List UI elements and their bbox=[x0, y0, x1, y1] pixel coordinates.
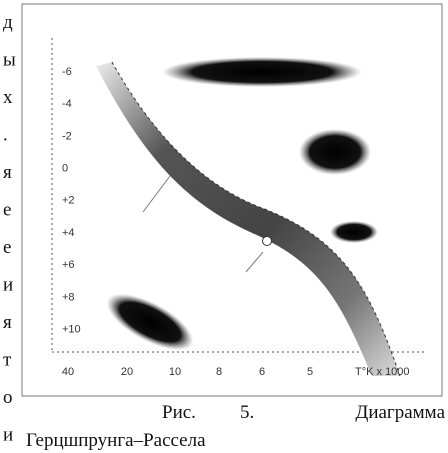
x-tick-label: 6 bbox=[259, 366, 265, 378]
x-tick-label: 10 bbox=[169, 366, 181, 378]
caption-word: 5. bbox=[240, 402, 254, 423]
sun-marker bbox=[263, 237, 272, 246]
x-tick-label: 40 bbox=[62, 366, 74, 378]
caption-line: Герцшпрунга–Рассела bbox=[26, 430, 206, 451]
caption-word: Рис. bbox=[162, 402, 196, 423]
side-text: х bbox=[3, 87, 13, 108]
side-text: д bbox=[3, 12, 13, 33]
side-text: о bbox=[3, 387, 13, 408]
x-tick-label: 20 bbox=[121, 366, 133, 378]
side-text: и bbox=[3, 425, 13, 446]
page: дых.яееиятои-6-4-20+2+4+6+8+10402010865T… bbox=[0, 0, 448, 453]
small-region bbox=[330, 221, 378, 243]
side-text: е bbox=[3, 200, 11, 221]
side-text: т bbox=[3, 350, 12, 371]
y-tick-label: +10 bbox=[62, 324, 81, 336]
side-text: ы bbox=[3, 50, 16, 71]
y-tick-label: +6 bbox=[62, 259, 75, 271]
subgiants-region bbox=[299, 129, 371, 175]
y-tick-label: +2 bbox=[62, 195, 75, 207]
side-text: . bbox=[3, 125, 8, 146]
side-text: я bbox=[3, 162, 12, 183]
y-tick-label: +8 bbox=[62, 291, 75, 303]
caption-word: Диаграмма bbox=[355, 402, 445, 423]
y-tick-label: 0 bbox=[62, 163, 68, 175]
y-tick-label: -2 bbox=[62, 130, 72, 142]
y-tick-label: -6 bbox=[62, 66, 72, 78]
y-tick-label: -4 bbox=[62, 98, 72, 110]
x-tick-label: 5 bbox=[307, 366, 313, 378]
y-tick-label: +4 bbox=[62, 227, 75, 239]
x-tick-label: 8 bbox=[216, 366, 222, 378]
side-text: я bbox=[3, 312, 12, 333]
x-axis-unit: T°K x 1000 bbox=[355, 366, 410, 378]
side-text: е bbox=[3, 237, 11, 258]
side-text: и bbox=[3, 275, 13, 296]
giants-region bbox=[162, 57, 362, 87]
